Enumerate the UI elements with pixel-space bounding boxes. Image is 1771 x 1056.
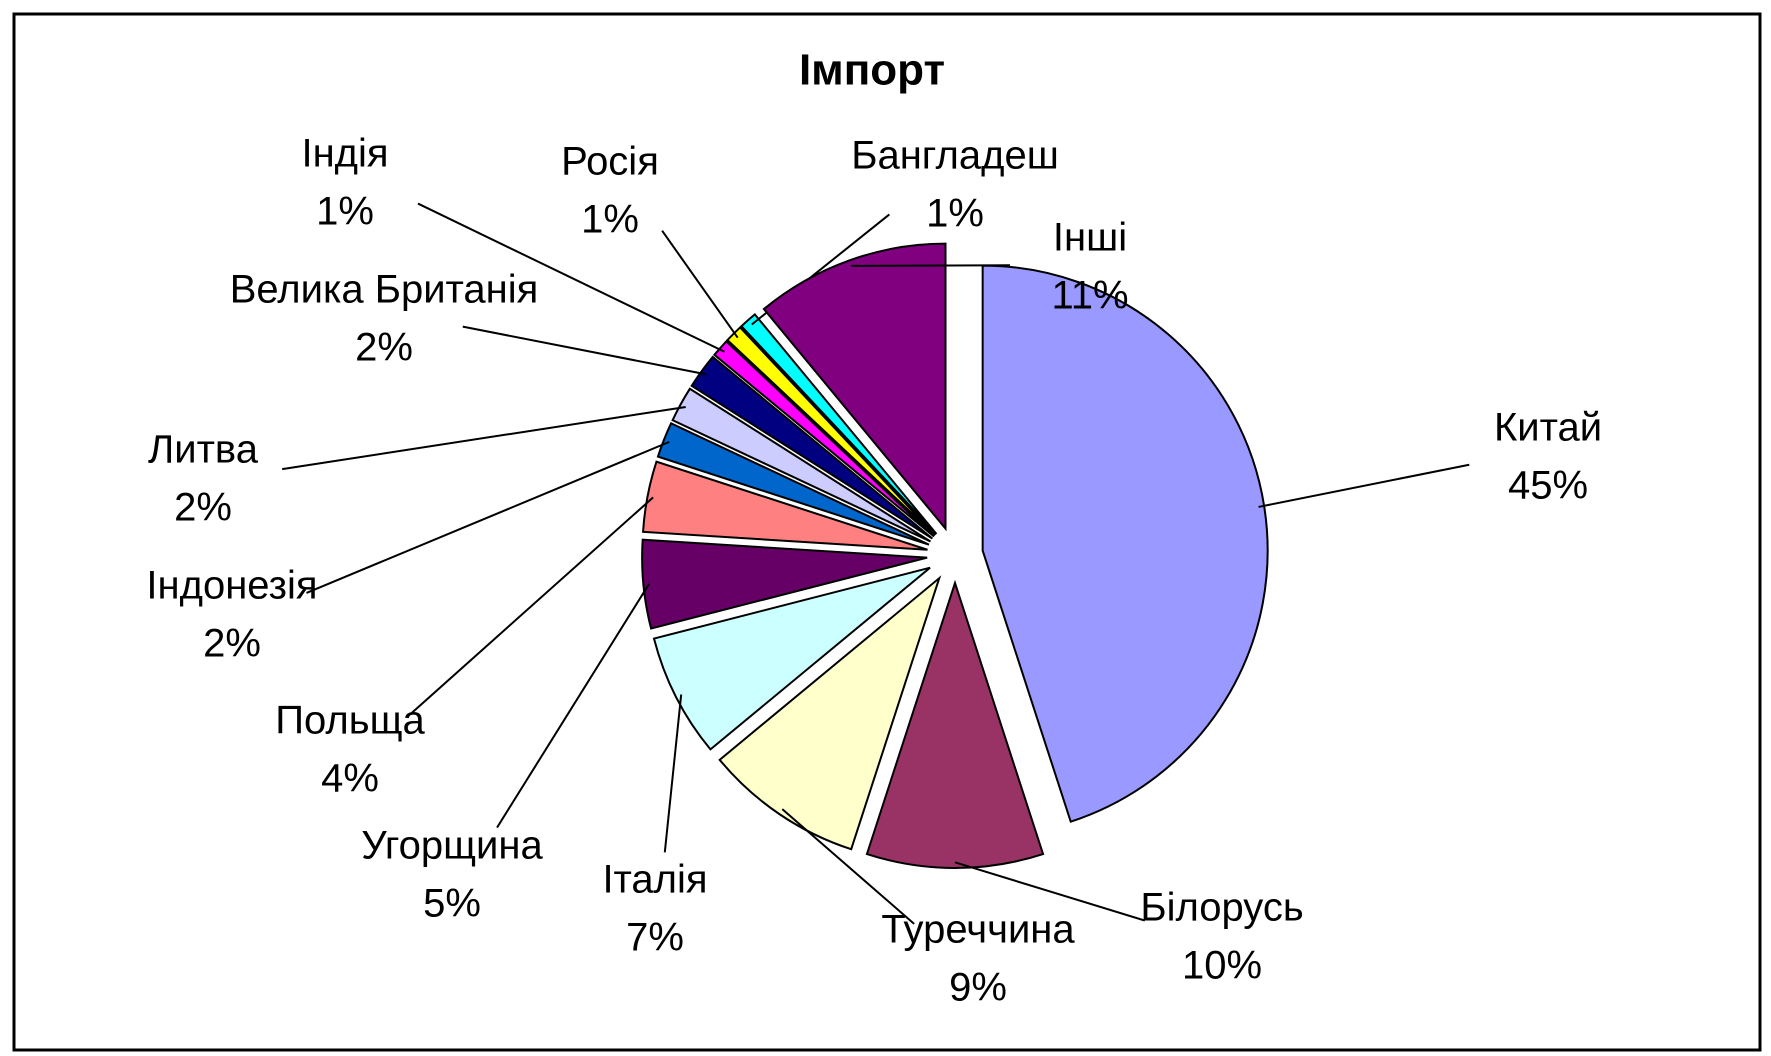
- slice-label: Білорусь: [1140, 886, 1303, 930]
- slice-label: Італія: [602, 858, 707, 902]
- leader-line: [306, 440, 670, 594]
- value-label: 2%: [174, 486, 232, 530]
- pie-slice: [739, 312, 938, 535]
- slice-label: Туреччина: [881, 908, 1075, 952]
- leader-line: [850, 264, 1011, 267]
- value-label: 7%: [626, 916, 684, 960]
- value-label: 5%: [423, 882, 481, 926]
- pie-slice: [762, 242, 947, 532]
- leader-line: [661, 230, 739, 339]
- value-label: 1%: [316, 190, 374, 234]
- slice-label: Польща: [275, 699, 425, 743]
- slice-label: Інші: [1053, 216, 1127, 260]
- value-label: 2%: [203, 622, 261, 666]
- pie-slice: [712, 339, 935, 538]
- leader-line: [496, 583, 650, 829]
- leader-line: [462, 325, 707, 376]
- value-label: 1%: [581, 198, 639, 242]
- value-label: 2%: [355, 326, 413, 370]
- slice-label: Бангладеш: [851, 134, 1059, 178]
- pie-slice: [652, 566, 931, 751]
- pie-slice: [865, 579, 1045, 869]
- leader-line: [781, 808, 915, 925]
- slice-label: Китай: [1494, 406, 1602, 450]
- leader-line: [410, 496, 654, 714]
- value-label: 4%: [321, 757, 379, 801]
- value-label: 9%: [949, 966, 1007, 1010]
- value-label: 45%: [1508, 464, 1588, 508]
- slice-label: Індонезія: [146, 564, 317, 608]
- leader-line: [282, 405, 686, 471]
- leader-line: [417, 202, 725, 353]
- pie-slice: [641, 460, 928, 551]
- pie-slice: [641, 538, 928, 630]
- leader-line: [954, 861, 1146, 922]
- leader-line: [663, 694, 683, 853]
- value-label: 10%: [1182, 944, 1262, 988]
- pie-slice: [671, 387, 931, 543]
- slice-label: Індія: [301, 132, 388, 176]
- pie-slice: [690, 355, 933, 540]
- value-label: 11%: [1051, 274, 1128, 318]
- slice-label: Росія: [561, 140, 659, 184]
- pie-slice: [718, 575, 942, 851]
- slice-label: Угорщина: [361, 824, 543, 868]
- slice-label: Велика Британія: [230, 268, 539, 312]
- pie-slice: [656, 422, 930, 546]
- slice-label: Литва: [148, 428, 259, 472]
- chart-title: Імпорт: [799, 46, 945, 95]
- value-label: 1%: [926, 192, 984, 236]
- leader-line: [1258, 463, 1470, 508]
